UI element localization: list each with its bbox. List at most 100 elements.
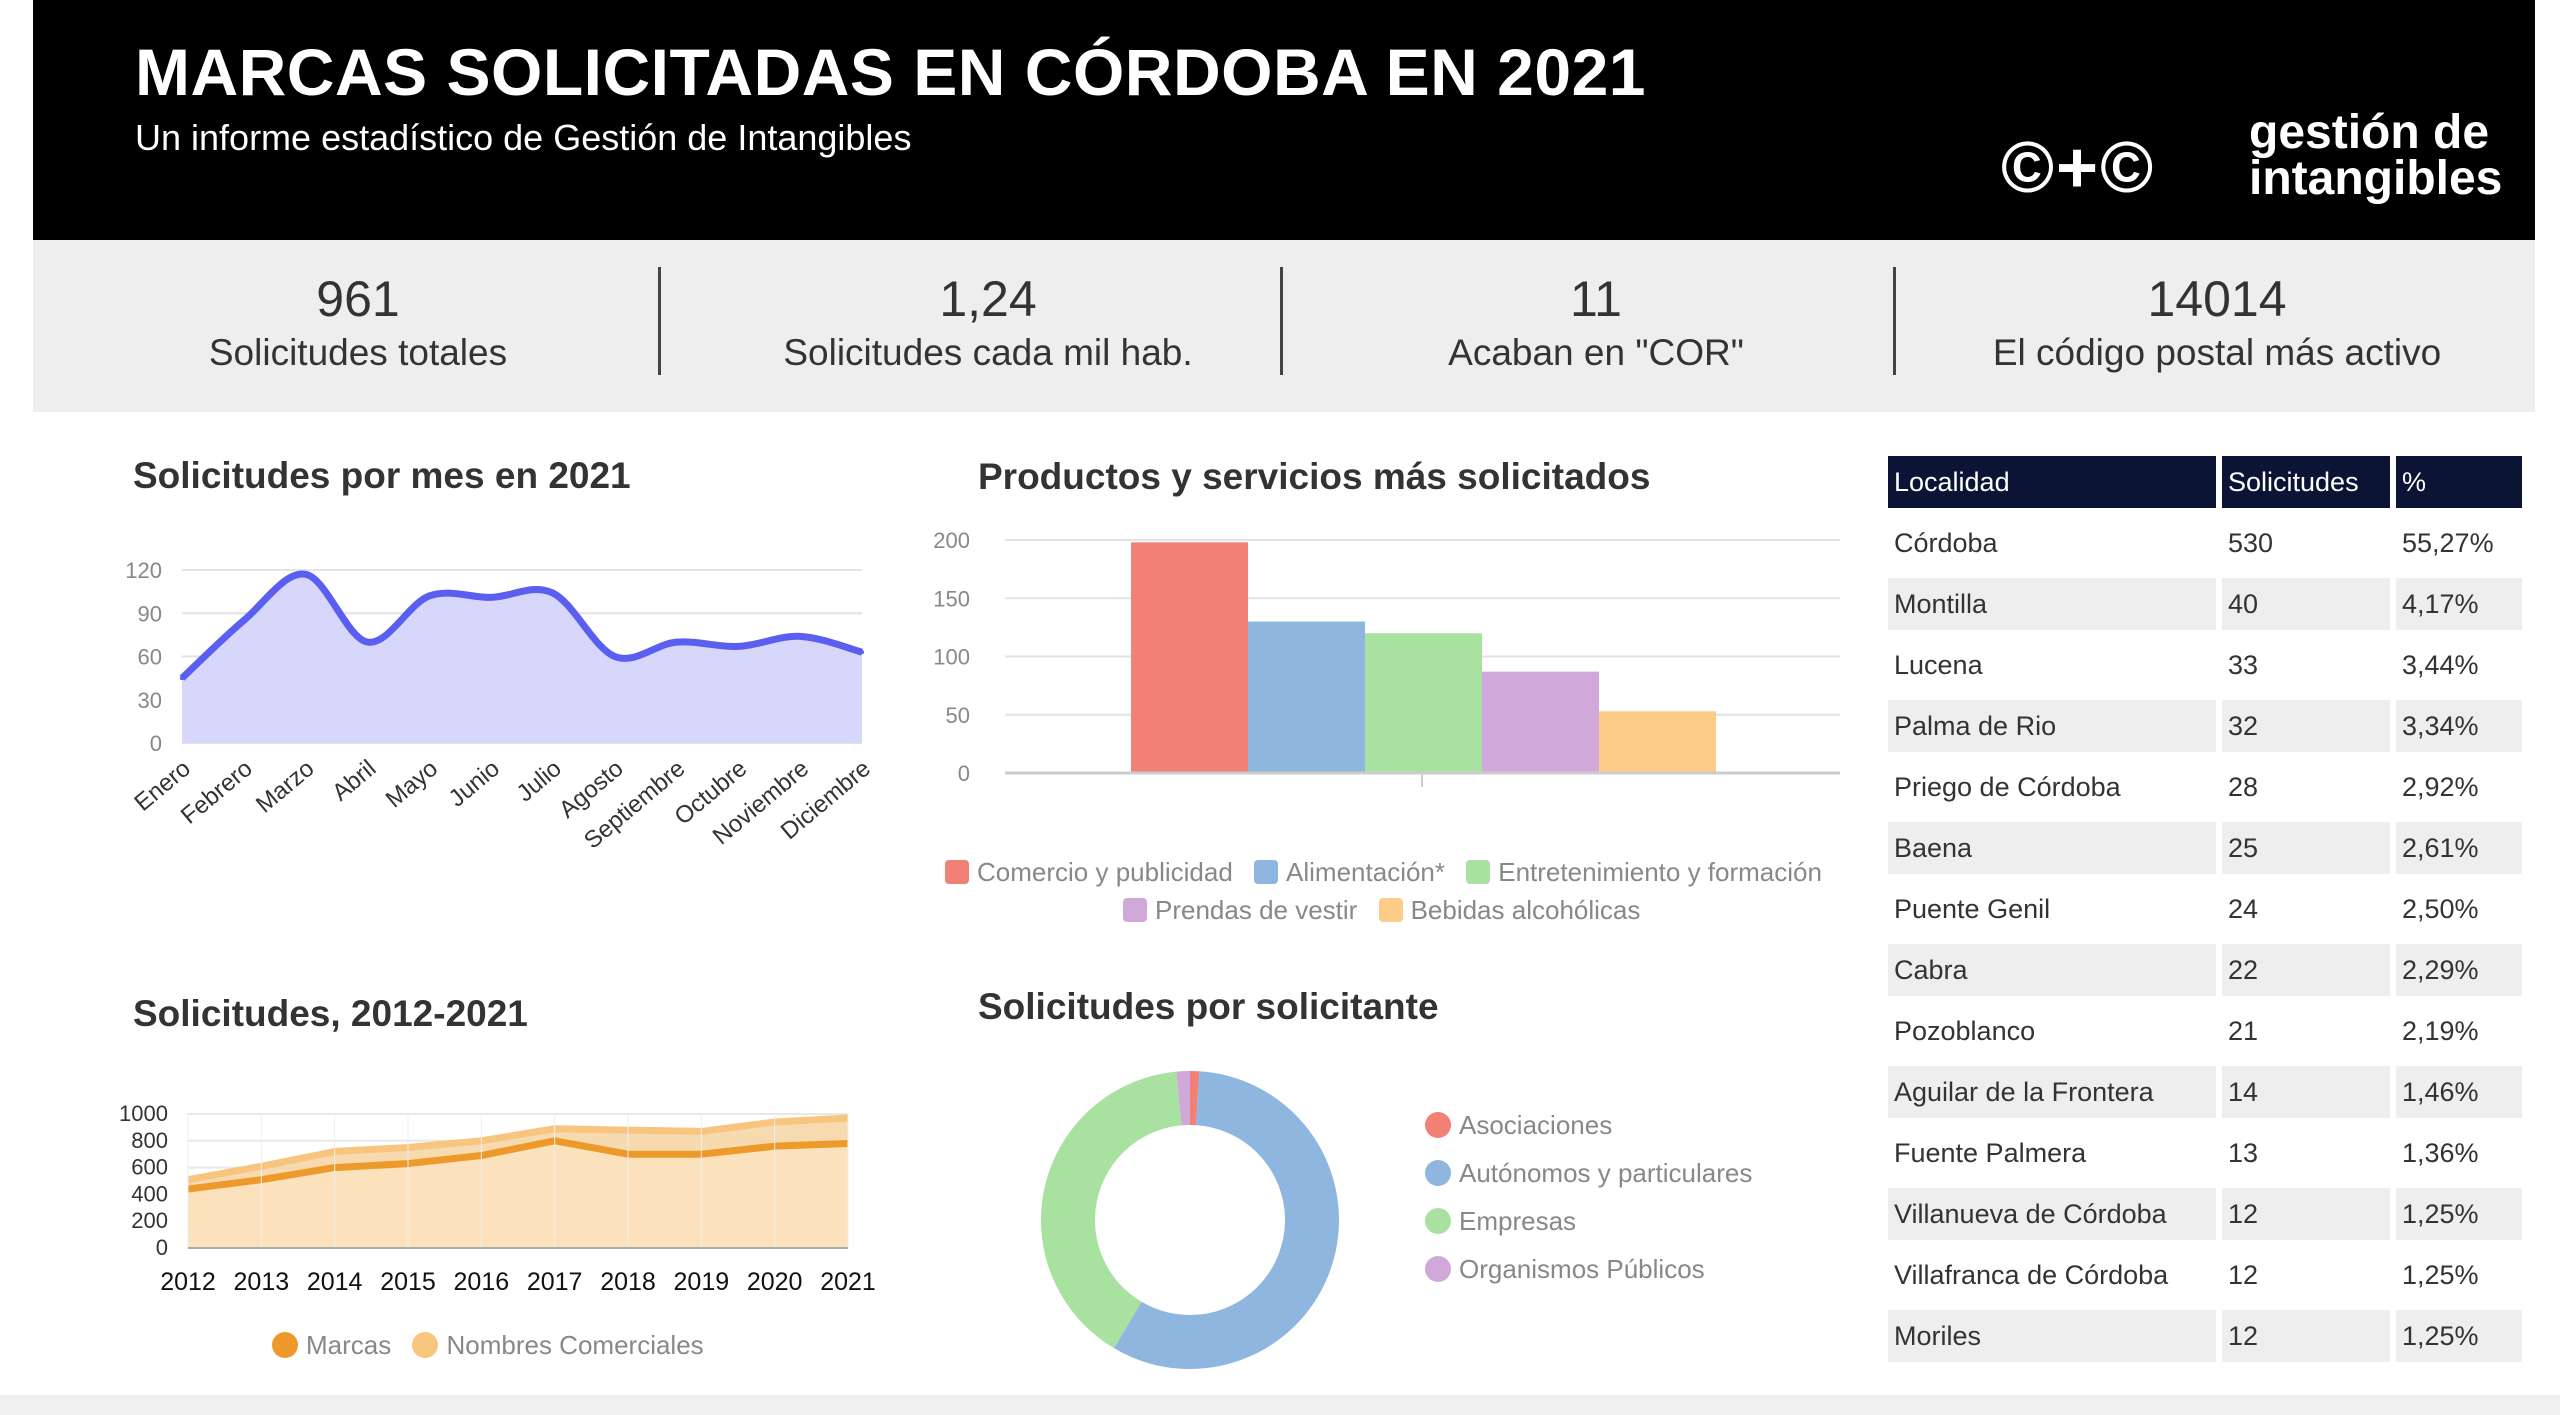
x-tick-label: Mayo [381, 755, 443, 813]
table-cell: 28 [2228, 772, 2259, 802]
data-point [798, 634, 803, 639]
table-row: Villafranca de Córdoba 12 1,25% [1888, 1249, 2522, 1301]
products-chart: 0 50 100 150 200 [933, 528, 1840, 787]
table-cell: 1,25% [2396, 1310, 2522, 1362]
y-tick-label: 0 [150, 731, 162, 756]
monthly-area [182, 574, 862, 743]
table-cell: 14 [2222, 1066, 2390, 1118]
legend-swatch [1425, 1208, 1451, 1234]
legend-label: Marcas [306, 1330, 392, 1360]
legend-item-nombres[interactable]: Nombres Comerciales [412, 1330, 704, 1361]
kpi-label: Solicitudes totales [208, 332, 508, 373]
table-cell: 1,36% [2402, 1138, 2479, 1168]
legend-label: Nombres Comerciales [446, 1330, 704, 1360]
report-subtitle: Un informe estadístico de Gestión de Int… [135, 117, 912, 158]
data-point [612, 654, 617, 659]
legend-label: Bebidas alcohólicas [1410, 895, 1641, 925]
legend-item-prendas[interactable]: Prendas de vestir [1123, 895, 1357, 926]
applicants-legend: Asociaciones Autónomos y particulares Em… [1425, 1110, 1905, 1310]
logo-line-1: gestión de [2249, 106, 2490, 159]
series-line [187, 1137, 849, 1193]
table-header-cell[interactable]: Solicitudes [2222, 456, 2390, 508]
x-tick-label: Febrero [176, 755, 258, 830]
table-row: Fuente Palmera 13 1,36% [1888, 1127, 2522, 1179]
table-cell: Córdoba [1894, 528, 1998, 558]
donut-slice [1041, 1071, 1339, 1369]
table-header-cell[interactable]: % [2396, 456, 2522, 508]
report-title: MARCAS SOLICITADAS EN CÓRDOBA EN 2021 [135, 35, 1647, 109]
table-cell: 24 [2228, 894, 2259, 924]
table-cell: 4,17% [2396, 578, 2522, 630]
yearly-chart-title: Solicitudes, 2012-2021 [133, 993, 528, 1034]
y-tick-label: 120 [125, 558, 162, 583]
legend-label: Prendas de vestir [1155, 895, 1358, 925]
y-tick-label: 90 [138, 601, 162, 626]
kpi-divider [1280, 267, 1283, 375]
legend-label: Asociaciones [1459, 1110, 1613, 1140]
table-row: Córdoba 530 55,27% [1888, 517, 2522, 569]
legend-item-organismos[interactable]: Organismos Públicos [1425, 1254, 1705, 1285]
y-tick-label: 400 [131, 1181, 168, 1206]
table-cell: 2,50% [2402, 894, 2479, 924]
table-row: Cabra 22 2,29% [1888, 944, 2522, 996]
yearly-legend: Marcas Nombres Comerciales [272, 1330, 832, 1370]
logo-text: gestión de intangibles [2249, 106, 2502, 203]
table-cell: 3,34% [2396, 700, 2522, 752]
x-tick-label: 2021 [820, 1268, 876, 1296]
table-cell: 2,61% [2396, 822, 2522, 874]
legend-swatch [1425, 1256, 1451, 1282]
bar [1248, 621, 1365, 773]
y-tick-label: 100 [933, 645, 970, 670]
table-header-cell[interactable]: Localidad [1888, 456, 2216, 508]
legend-item-autonomos[interactable]: Autónomos y particulares [1425, 1158, 1752, 1189]
x-tick-label: 2012 [160, 1268, 216, 1296]
table-cell: 2,19% [2402, 1016, 2479, 1046]
table-row: Puente Genil 24 2,50% [1888, 883, 2522, 935]
table-row: Montilla 40 4,17% [1888, 578, 2522, 630]
x-tick-label: 2014 [307, 1268, 363, 1296]
series-area [188, 1140, 848, 1248]
kpi-value: 961 [316, 271, 400, 327]
kpi-label: Solicitudes cada mil hab. [783, 332, 1193, 373]
table-cell: Villanueva de Córdoba [1888, 1188, 2216, 1240]
data-point [860, 650, 864, 655]
x-tick-label: Marzo [251, 755, 319, 819]
table-cell: Lucena [1894, 650, 1983, 680]
table-cell: Moriles [1888, 1310, 2216, 1362]
legend-label: Organismos Públicos [1459, 1254, 1705, 1284]
legend-swatch [1425, 1112, 1451, 1138]
table-cell: 530 [2228, 528, 2274, 558]
table-row: Baena 25 2,61% [1888, 822, 2522, 874]
legend-item-alimentacion[interactable]: Alimentación* [1254, 857, 1445, 888]
gestion-intangibles-logo: ©+© gestión de intangibles [2001, 106, 2541, 210]
legend-label: Entretenimiento y formación [1498, 857, 1822, 887]
legend-label: Comercio y publicidad [977, 857, 1233, 887]
table-cell: 22 [2222, 944, 2390, 996]
table-cell: 1,25% [2402, 1260, 2479, 1290]
legend-label: Alimentación* [1286, 857, 1446, 887]
kpi-value: 1,24 [939, 271, 1037, 327]
table-cell: 25 [2222, 822, 2390, 874]
data-point [180, 676, 184, 681]
y-tick-label: 150 [933, 586, 970, 611]
x-tick-label: 2015 [380, 1268, 436, 1296]
legend-item-comercio[interactable]: Comercio y publicidad [945, 857, 1233, 888]
donut-slice [1041, 1071, 1339, 1369]
table-cell: 13 [2228, 1138, 2259, 1168]
applicants-chart-title: Solicitudes por solicitante [978, 986, 1439, 1027]
y-tick-label: 200 [933, 528, 970, 553]
legend-item-entretenimiento[interactable]: Entretenimiento y formación [1466, 857, 1822, 888]
kpi-label: Acaban en "COR" [1448, 332, 1744, 373]
legend-item-empresas[interactable]: Empresas [1425, 1206, 1576, 1237]
data-point [365, 640, 370, 645]
table-cell: Villafranca de Córdoba [1894, 1260, 2169, 1290]
legend-swatch [412, 1332, 439, 1358]
report-header: MARCAS SOLICITADAS EN CÓRDOBA EN 2021 Un… [33, 0, 2535, 240]
legend-item-bebidas[interactable]: Bebidas alcohólicas [1378, 895, 1641, 926]
legend-item-asociaciones[interactable]: Asociaciones [1425, 1110, 1612, 1141]
legend-swatch [1254, 860, 1279, 884]
table-cell: 12 [2222, 1188, 2390, 1240]
legend-item-marcas[interactable]: Marcas [272, 1330, 391, 1361]
table-cell: 2,29% [2396, 944, 2522, 996]
